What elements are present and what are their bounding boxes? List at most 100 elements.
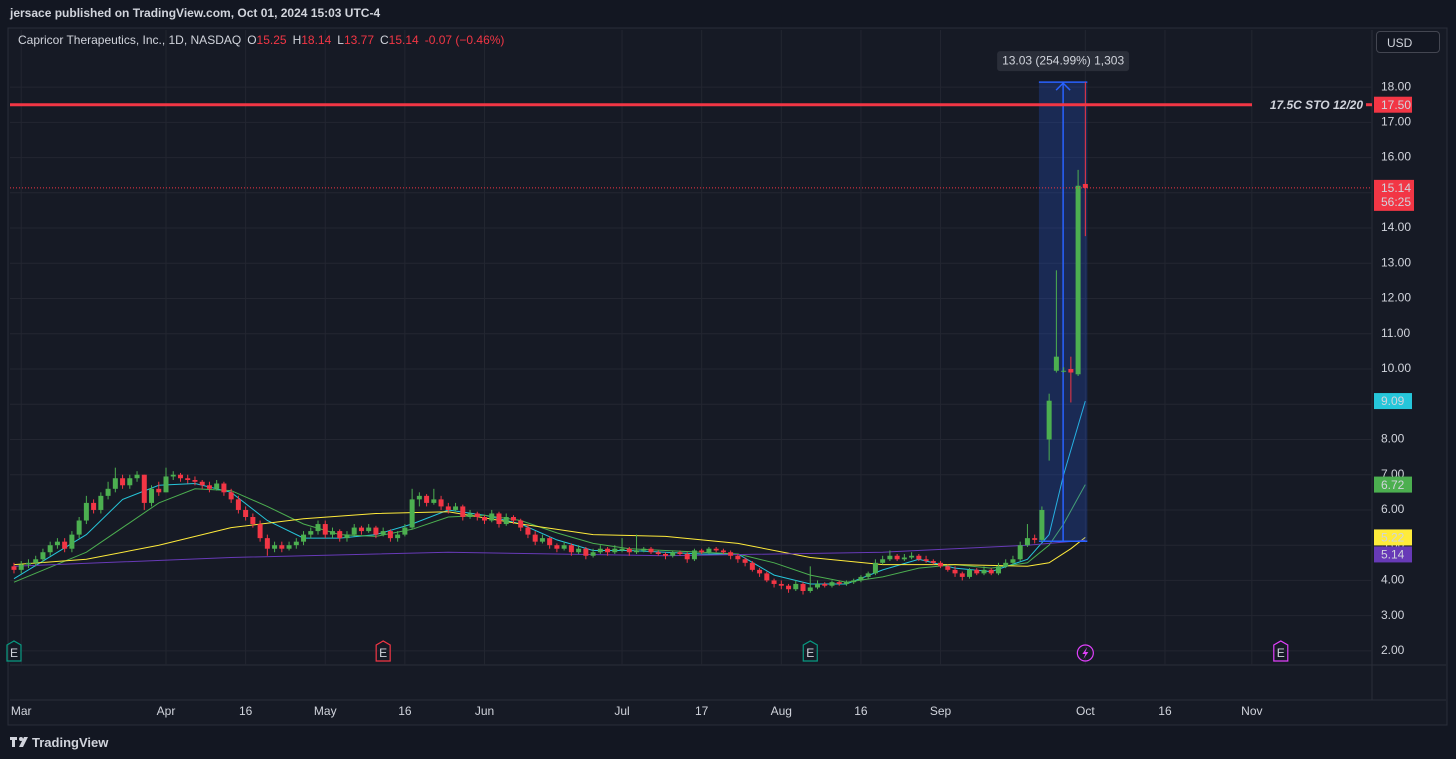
event-badge — [6, 640, 22, 662]
price-tag — [1374, 393, 1412, 410]
candle-body — [938, 562, 944, 567]
event-label: E — [10, 646, 18, 660]
candle-body — [981, 569, 987, 574]
candle-body — [272, 545, 278, 549]
x-tick-label: 16 — [398, 704, 412, 718]
candle-body — [923, 559, 929, 562]
candle-body — [865, 573, 871, 577]
ohlc-value: 15.25 — [256, 33, 287, 47]
candle-body — [670, 552, 676, 556]
candle-body — [366, 527, 372, 532]
dividend-icon — [1082, 647, 1089, 659]
candle-body — [619, 548, 625, 551]
ohlc-value: 13.77 — [343, 33, 374, 47]
candle-body — [185, 478, 191, 480]
candle-body — [91, 502, 97, 510]
ohlc-value: 18.14 — [301, 33, 332, 47]
candle-body — [1024, 538, 1030, 546]
y-tick-label: 6.00 — [1381, 502, 1405, 516]
candle-body — [916, 555, 922, 560]
candle-body — [909, 555, 915, 558]
y-tick-label: 17.00 — [1381, 114, 1411, 128]
candle-body — [699, 550, 705, 553]
event-label: E — [1277, 646, 1285, 660]
candle-body — [33, 559, 39, 563]
candle-body — [156, 488, 162, 493]
candle-body — [1082, 183, 1088, 188]
ohlc-key: L — [337, 33, 344, 47]
candle-body — [742, 559, 748, 563]
measure-label: 13.03 (254.99%) 1,303 — [1002, 53, 1124, 67]
y-tick-label: 12.00 — [1381, 291, 1411, 305]
candle-body — [800, 583, 806, 591]
candle-body — [402, 527, 408, 535]
y-tick-label: 3.00 — [1381, 608, 1405, 622]
price-tag-label: 9.09 — [1381, 394, 1405, 408]
candle-body — [243, 509, 249, 517]
candle-body — [952, 569, 958, 574]
candle-body — [626, 548, 632, 553]
candle-body — [713, 548, 719, 551]
candle-body — [98, 495, 104, 510]
candle-body — [424, 495, 430, 503]
candle-body — [445, 506, 451, 510]
candle-body — [576, 548, 582, 553]
candle-body — [358, 527, 364, 532]
x-tick-label: 16 — [854, 704, 868, 718]
candle-body — [127, 478, 133, 486]
symbol-legend: Capricor Therapeutics, Inc., 1D, NASDAQ … — [18, 33, 504, 47]
candle-body — [76, 520, 82, 535]
candle-body — [40, 552, 46, 560]
ohlc-key: H — [292, 33, 302, 47]
candle-body — [149, 488, 155, 503]
candle-body — [206, 485, 212, 489]
candle-body — [1068, 368, 1074, 373]
ohlc-value: 15.14 — [388, 33, 419, 47]
plot — [10, 81, 1372, 595]
x-tick-label: Nov — [1241, 704, 1262, 718]
candle-body — [995, 566, 1001, 574]
candle-body — [409, 499, 415, 528]
candle-body — [460, 506, 466, 517]
y-tick-label: 13.00 — [1381, 255, 1411, 269]
candle-body — [329, 531, 335, 535]
candle-body — [474, 513, 480, 517]
x-tick-label: Oct — [1076, 704, 1095, 718]
candle-body — [764, 573, 770, 581]
candle-body — [199, 481, 205, 486]
x-tick-label: 16 — [239, 704, 253, 718]
candle-body — [141, 474, 147, 503]
candle-body — [438, 499, 444, 507]
candle-body — [1053, 356, 1059, 371]
candle-body — [778, 583, 784, 586]
y-tick-label: 2.00 — [1381, 643, 1405, 657]
candle-body — [214, 483, 220, 489]
candle-body — [503, 516, 509, 525]
candle-body — [793, 583, 799, 590]
measure-arrowhead — [1055, 82, 1071, 91]
candle-body — [807, 587, 813, 591]
x-tick-label: 16 — [1158, 704, 1172, 718]
chart-frame — [7, 27, 1448, 726]
price-tag — [1374, 529, 1412, 546]
candle-body — [814, 583, 820, 588]
candle-body — [894, 555, 900, 560]
candle-body — [279, 545, 285, 549]
candle-body — [901, 557, 907, 560]
candle-body — [351, 527, 357, 535]
price-tag — [1374, 179, 1414, 211]
candle-body — [822, 583, 828, 586]
candle-body — [69, 534, 75, 549]
currency-button[interactable]: USD — [1376, 31, 1440, 53]
candle-body — [177, 474, 183, 479]
candle-body — [54, 541, 60, 546]
y-tick-label: 4.00 — [1381, 573, 1405, 587]
candle-body — [1003, 562, 1009, 567]
candle-body — [706, 548, 712, 553]
candle-body — [612, 548, 618, 553]
candle-body — [532, 534, 538, 542]
ohlc-key: O — [247, 33, 257, 47]
candle-body — [525, 527, 531, 535]
price-tag-label: 15.14 — [1381, 181, 1411, 195]
